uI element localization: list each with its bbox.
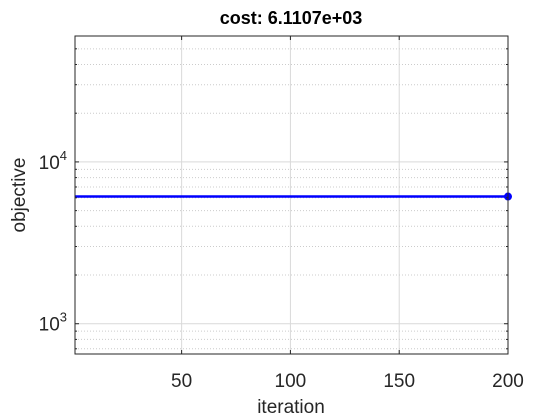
y-tick-label: 104 — [39, 148, 67, 174]
chart-title: cost: 6.1107e+03 — [220, 8, 363, 28]
axes-box — [74, 35, 509, 355]
y-tick-label-exponent: 4 — [60, 148, 67, 163]
y-tick-label-base: 10 — [39, 315, 60, 336]
x-tick-label: 50 — [171, 371, 192, 392]
grid-layer — [75, 36, 509, 354]
plot-area — [75, 36, 508, 354]
x-tick-label: 150 — [383, 371, 415, 392]
y-tick-label-base: 10 — [39, 153, 60, 174]
y-tick-label: 103 — [39, 310, 67, 336]
x-tick-label: 200 — [492, 371, 524, 392]
x-axis-label: iteration — [257, 397, 325, 418]
x-tick-label: 100 — [275, 371, 307, 392]
y-tick-label-exponent: 3 — [60, 310, 67, 325]
y-axis-label: objective — [9, 158, 30, 233]
